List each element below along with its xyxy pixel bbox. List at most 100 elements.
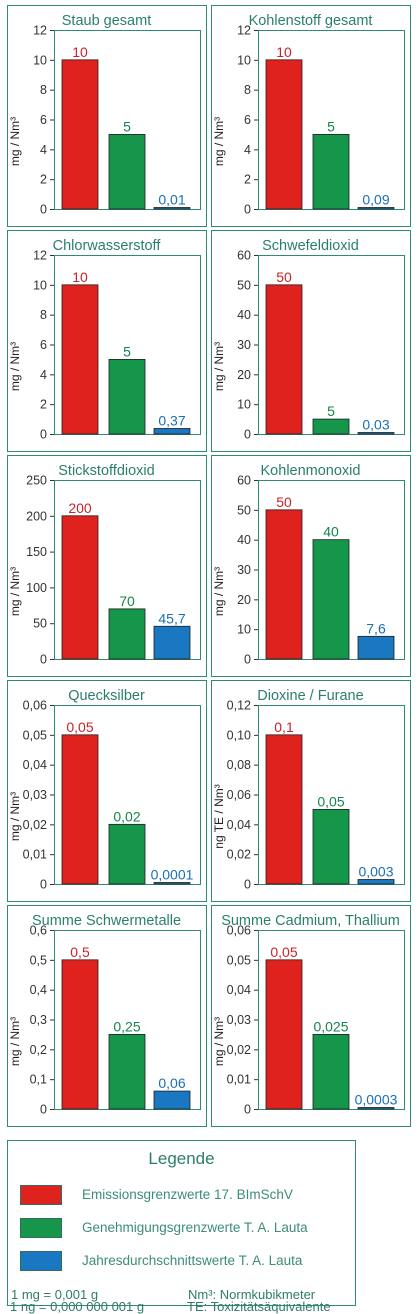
chart-title: Summe Schwermetalle [32, 913, 181, 929]
y-tick-label: 50 [237, 503, 251, 517]
chart-panel: Schwefeldioxid 0 10 20 30 40 50 60 mg / Nm³ 50 5 0,… [211, 230, 411, 452]
y-tick-label: 0,5 [30, 953, 47, 967]
chart-panel: Dioxine / Furane 0 0,02 0,04 0,06 0,08 0,10 0,1… [211, 680, 411, 902]
note-te: TE: Toxizitätsäquivalente [187, 1299, 331, 1314]
y-tick-label: 0 [40, 1103, 47, 1117]
bar [357, 635, 395, 660]
y-axis-label: mg / Nm³ [212, 342, 226, 391]
chart-title: Staub gesamt [62, 13, 151, 29]
data-label: 40 [323, 524, 339, 540]
y-tick-label: 0,6 [30, 924, 47, 938]
y-tick-label: 4 [244, 143, 251, 157]
y-tick-label: 6 [40, 338, 47, 352]
bar [108, 134, 146, 210]
y-axis-label: mg / Nm³ [8, 792, 22, 841]
chart-title: Kohlenstoff gesamt [249, 13, 373, 29]
chart-title: Dioxine / Furane [257, 688, 363, 704]
data-label: 5 [123, 343, 131, 359]
bar [108, 823, 146, 885]
y-tick-label: 0,08 [227, 758, 251, 772]
plot-frame [258, 930, 405, 1110]
data-label: 10 [276, 44, 292, 60]
chart-title: Kohlenmonoxid [261, 463, 361, 479]
data-label: 0,05 [317, 793, 344, 809]
y-tick-label: 4 [40, 368, 47, 382]
y-tick-label: 0 [40, 203, 47, 217]
data-label: 0,05 [66, 719, 93, 735]
data-label: 5 [327, 403, 335, 419]
y-tick-label: 4 [40, 143, 47, 157]
bar [357, 1107, 395, 1110]
y-tick-label: 20 [237, 593, 251, 607]
y-tick-label: 12 [237, 24, 251, 38]
y-tick-label: 0 [244, 428, 251, 442]
y-tick-label: 2 [244, 173, 251, 187]
bar [153, 1090, 191, 1110]
y-axis-label: mg / Nm³ [8, 1017, 22, 1066]
y-tick-label: 0,04 [227, 983, 251, 997]
y-tick-label: 0,4 [30, 983, 47, 997]
y-tick-label: 0,10 [227, 728, 251, 742]
bar [357, 432, 395, 435]
y-tick-label: 200 [26, 509, 47, 523]
data-label: 0,1 [274, 719, 294, 735]
bar [61, 284, 99, 435]
data-label: 5 [327, 118, 335, 134]
plot-frame [54, 30, 201, 210]
legend: Legende Emissionsgrenzwerte 17. BImSchV … [7, 1140, 356, 1306]
y-tick-label: 10 [237, 623, 251, 637]
data-label: 0,003 [358, 864, 393, 880]
chart-title: Schwefeldioxid [262, 238, 359, 254]
chart-panel: Stickstoffdioxid 0 50 100 150 200 250 mg / Nm³ 2… [7, 455, 207, 677]
y-tick-label: 0 [40, 878, 47, 892]
y-tick-label: 0,2 [30, 1043, 47, 1057]
panel-frame [7, 680, 207, 902]
data-label: 10 [72, 269, 88, 285]
bar [61, 959, 99, 1110]
y-tick-label: 0,06 [227, 788, 251, 802]
bar [265, 59, 303, 210]
legend-label: Jahresdurchschnittswerte T. A. Lauta [82, 1253, 303, 1268]
bar [153, 207, 191, 210]
y-tick-label: 0,06 [227, 924, 251, 938]
y-tick-label: 10 [33, 278, 47, 292]
panel-frame [7, 230, 207, 452]
note-nm3: Nm³: Normkubikmeter [188, 1287, 316, 1302]
y-tick-label: 0,1 [30, 1073, 47, 1087]
plot-frame [258, 255, 405, 435]
chart-panel: Kohlenstoff gesamt 0 2 4 6 8 10 12 mg / Nm³ 10 5 0,… [211, 5, 411, 227]
y-tick-label: 2 [40, 398, 47, 412]
plot-frame [54, 705, 201, 885]
legend-label: Emissionsgrenzwerte 17. BImSchV [82, 1187, 293, 1202]
data-label: 0,25 [113, 1018, 140, 1034]
y-tick-label: 0,12 [227, 699, 251, 713]
legend-title: Legende [148, 1149, 215, 1168]
y-tick-label: 0,02 [23, 818, 47, 832]
y-tick-label: 10 [237, 53, 251, 67]
y-axis-label: mg / Nm³ [8, 567, 22, 616]
data-label: 50 [276, 494, 292, 510]
legend-swatch-red [20, 1185, 62, 1205]
y-tick-label: 12 [33, 249, 47, 263]
y-tick-label: 0 [244, 653, 251, 667]
chart-panel: Chlorwasserstoff 0 2 4 6 8 10 12 mg / Nm³ 10 5 0,37 [7, 230, 207, 452]
y-tick-label: 0,03 [227, 1013, 251, 1027]
y-tick-label: 40 [237, 533, 251, 547]
panel-frame [211, 5, 411, 227]
note-mg: 1 mg = 0,001 g [11, 1287, 99, 1302]
y-tick-label: 0,03 [23, 788, 47, 802]
data-label: 200 [68, 500, 92, 516]
chart-title: Summe Cadmium, Thallium [221, 913, 400, 929]
y-tick-label: 0,01 [23, 848, 47, 862]
chart-title: Chlorwasserstoff [53, 238, 162, 254]
plot-frame [258, 705, 405, 885]
plot-frame [258, 480, 405, 660]
y-tick-label: 6 [244, 113, 251, 127]
y-tick-label: 40 [237, 308, 251, 322]
data-label: 0,0001 [151, 867, 194, 883]
bar [312, 1034, 350, 1110]
y-tick-label: 0 [244, 203, 251, 217]
y-tick-label: 50 [237, 278, 251, 292]
chart-panel: Kohlenmonoxid 0 10 20 30 40 50 60 mg / Nm³ 50 40 7,… [211, 455, 411, 677]
data-label: 0,0003 [355, 1092, 398, 1108]
